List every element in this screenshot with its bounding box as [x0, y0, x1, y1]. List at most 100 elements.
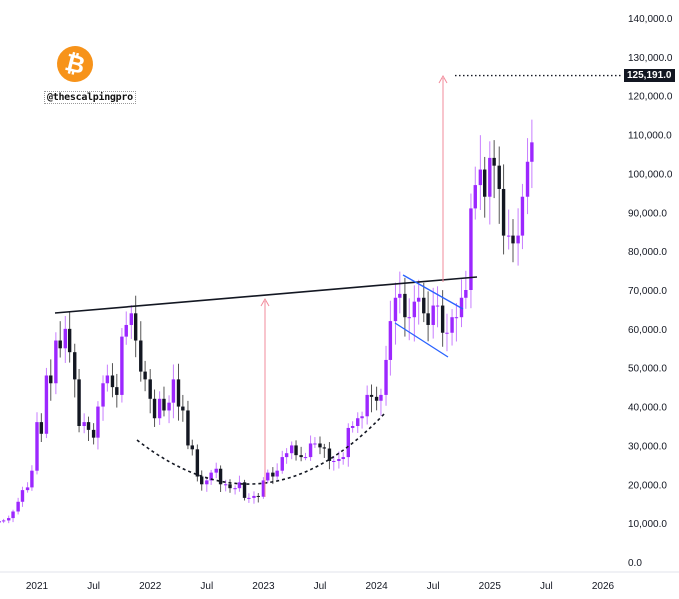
candle-body: [186, 410, 190, 446]
candle-body: [218, 468, 223, 485]
candle-body: [407, 317, 411, 319]
x-tick-label: Jul: [200, 581, 213, 592]
arrow-head-icon: [260, 297, 270, 307]
candle-body: [431, 305, 435, 325]
candle-body: [86, 422, 91, 430]
candle-body: [501, 188, 506, 236]
candle-body: [0, 521, 1, 523]
y-tick-label: 110,000.0: [628, 131, 672, 142]
x-tick-label: Jul: [427, 581, 440, 592]
candle-body: [252, 495, 256, 498]
candle-body: [350, 426, 355, 428]
candle-body: [506, 235, 511, 237]
author-handle: @thescalpingpro: [44, 91, 136, 104]
candle-body: [290, 445, 294, 454]
channel-lower-line: [394, 322, 449, 358]
candle-body: [200, 476, 204, 485]
candle-body: [256, 495, 261, 497]
candle-body: [393, 297, 398, 322]
candle-body: [20, 490, 25, 502]
candle-body: [73, 352, 77, 380]
candle-body: [30, 470, 34, 488]
candle-body: [148, 379, 152, 399]
candle-body: [398, 293, 402, 298]
candle-body: [171, 379, 176, 403]
candle-body: [91, 429, 96, 438]
y-tick-label: 60,000.0: [628, 325, 667, 336]
candle-body: [271, 472, 275, 477]
candle-body: [209, 472, 213, 481]
y-tick-label: 120,000.0: [628, 92, 673, 103]
y-tick-label: 80,000.0: [628, 247, 667, 258]
x-tick-label: 2021: [26, 581, 49, 592]
candle-body: [11, 511, 15, 519]
candle-body: [332, 460, 336, 462]
candle-body: [374, 396, 379, 401]
y-tick-label: 30,000.0: [628, 441, 667, 452]
candle-body: [82, 422, 86, 426]
y-tick-label: 0.0: [628, 558, 642, 569]
candle-body: [96, 406, 100, 438]
candle-body: [101, 383, 105, 407]
candle-body: [473, 185, 477, 209]
candle-body: [214, 468, 218, 473]
candle-body: [511, 235, 515, 244]
candle-body: [454, 317, 459, 319]
candle-body: [422, 297, 426, 314]
candle-body: [157, 398, 162, 419]
candle-body: [105, 375, 110, 384]
x-tick-label: 2026: [592, 581, 615, 592]
candle-body: [435, 305, 440, 307]
candle-body: [284, 453, 289, 458]
candle-body: [233, 488, 237, 490]
candle-body: [469, 208, 473, 290]
candle-body: [228, 484, 232, 489]
x-tick-label: 2024: [365, 581, 388, 592]
x-tick-label: 2023: [252, 581, 275, 592]
candle-body: [416, 297, 421, 302]
candle-body: [412, 301, 417, 318]
y-tick-label: 10,000.0: [628, 519, 667, 530]
candle-body: [25, 487, 30, 491]
y-tick-label: 70,000.0: [628, 286, 667, 297]
candle-body: [327, 448, 332, 461]
candle-body: [525, 161, 530, 197]
candle-body: [237, 482, 242, 489]
candle-body: [426, 313, 430, 325]
y-tick-label: 130,000.0: [628, 53, 673, 64]
candle-body: [388, 321, 393, 360]
candle-body: [403, 293, 407, 318]
candle-body: [1, 520, 6, 522]
candle-body: [110, 375, 115, 388]
candle-body: [266, 472, 270, 481]
candle-body: [205, 480, 209, 485]
candle-body: [308, 443, 313, 458]
resistance-trendline: [54, 276, 478, 314]
candle-body: [124, 324, 128, 337]
candle-body: [384, 359, 388, 395]
candle-body: [464, 290, 468, 298]
candle-body: [63, 328, 67, 349]
candle-body: [152, 398, 157, 419]
candle-body: [497, 165, 501, 189]
channel-upper-line: [402, 274, 464, 310]
candle-body: [181, 406, 185, 411]
candle-body: [35, 422, 39, 471]
x-tick-label: Jul: [87, 581, 100, 592]
y-tick-label: 20,000.0: [628, 480, 667, 491]
candle-body: [275, 470, 279, 477]
candle-body: [492, 157, 496, 166]
candle-body: [143, 371, 147, 380]
candle-body: [341, 457, 345, 460]
candle-body: [176, 379, 181, 407]
candle-body: [337, 459, 341, 461]
y-tick-label: 100,000.0: [628, 169, 673, 180]
candle-body: [7, 518, 11, 521]
x-tick-label: 2022: [139, 581, 162, 592]
candle-body: [139, 340, 143, 372]
candle-body: [16, 501, 20, 512]
candle-body: [67, 328, 72, 353]
x-tick-label: 2025: [479, 581, 502, 592]
candle-body: [115, 387, 119, 395]
